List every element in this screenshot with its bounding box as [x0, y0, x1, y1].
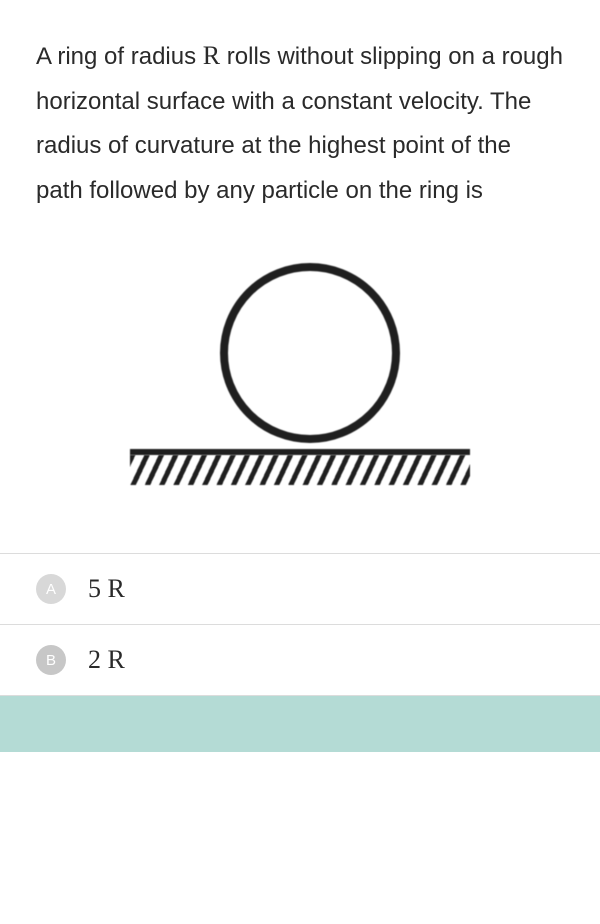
option-c[interactable]: C 4 R — [0, 696, 600, 752]
ring-circle — [220, 263, 400, 443]
option-label-b: 2 R — [88, 645, 125, 675]
question-pre: A ring of radius — [36, 43, 203, 70]
options-list: A 5 R B 2 R C 4 R — [0, 553, 600, 752]
option-badge-a: A — [36, 574, 66, 604]
option-badge-b: B — [36, 645, 66, 675]
option-key-a: A — [46, 581, 56, 598]
ground-hatching — [130, 455, 470, 485]
question-text: A ring of radius R rolls without slippin… — [36, 32, 564, 213]
ring-on-surface-figure — [130, 253, 470, 513]
option-label-a: 5 R — [88, 574, 125, 604]
option-b[interactable]: B 2 R — [0, 625, 600, 696]
option-key-b: B — [46, 652, 56, 669]
question-area: A ring of radius R rolls without slippin… — [0, 0, 600, 223]
figure-area — [0, 223, 600, 553]
option-a[interactable]: A 5 R — [0, 554, 600, 625]
question-variable-R: R — [203, 41, 220, 70]
